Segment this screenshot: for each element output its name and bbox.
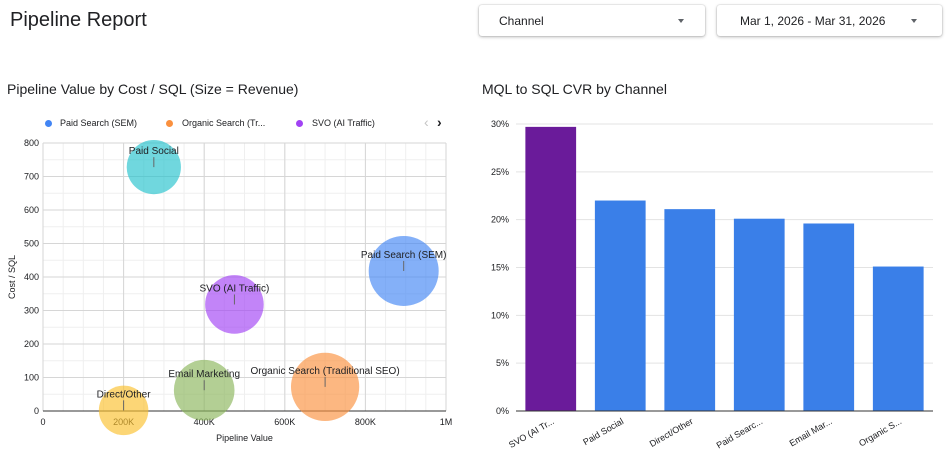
legend-dot bbox=[45, 120, 52, 127]
y-tick-label: 5% bbox=[496, 358, 509, 368]
y-tick-label: 15% bbox=[491, 263, 509, 273]
legend-label: Organic Search (Tr... bbox=[182, 118, 266, 128]
x-tick-label: 800K bbox=[355, 417, 376, 427]
x-tick-label: SVO (AI Tr... bbox=[507, 416, 556, 450]
bar bbox=[733, 218, 785, 411]
x-axis-title: Pipeline Value bbox=[216, 433, 273, 443]
y-tick-label: 100 bbox=[24, 373, 39, 383]
y-tick-label: 700 bbox=[24, 172, 39, 182]
page-title: Pipeline Report bbox=[10, 9, 147, 31]
x-tick-label: Organic S... bbox=[857, 416, 903, 448]
x-tick-label: 0 bbox=[40, 417, 45, 427]
chevron-down-icon bbox=[911, 19, 917, 23]
x-tick-label: Direct/Other bbox=[648, 416, 695, 449]
bubble-label: Email Marketing bbox=[168, 369, 240, 380]
y-tick-label: 20% bbox=[491, 215, 509, 225]
bar bbox=[525, 126, 577, 412]
chevron-down-icon bbox=[678, 19, 684, 23]
x-tick-label: Paid Social bbox=[581, 416, 625, 447]
y-axis-title: Cost / SQL bbox=[7, 255, 17, 299]
legend-prev-icon[interactable]: ‹ bbox=[424, 114, 429, 130]
x-tick-label: 600K bbox=[274, 417, 295, 427]
x-tick-label: 400K bbox=[194, 417, 215, 427]
bar-chart-title: MQL to SQL CVR by Channel bbox=[482, 81, 667, 97]
bar bbox=[664, 209, 716, 411]
x-tick-label: 1M bbox=[440, 417, 453, 427]
channel-filter-dropdown[interactable]: Channel bbox=[479, 5, 705, 36]
bar bbox=[872, 266, 924, 411]
x-tick-label: Email Mar... bbox=[788, 416, 834, 448]
scatter-chart: 0200K400K600K800K1M010020030040050060070… bbox=[7, 138, 453, 443]
channel-filter-label: Channel bbox=[499, 14, 544, 28]
bubble-label: Direct/Other bbox=[97, 389, 152, 400]
bubble-label: Paid Search (SEM) bbox=[361, 250, 447, 261]
bubble-label: Organic Search (Traditional SEO) bbox=[251, 366, 400, 377]
x-tick-label: Paid Searc... bbox=[715, 416, 765, 450]
date-range-label: Mar 1, 2026 - Mar 31, 2026 bbox=[740, 14, 886, 28]
scatter-chart-title: Pipeline Value by Cost / SQL (Size = Rev… bbox=[7, 81, 299, 97]
bar bbox=[803, 223, 855, 411]
bubble-label: Paid Social bbox=[129, 146, 179, 157]
y-tick-label: 300 bbox=[24, 306, 39, 316]
y-tick-label: 600 bbox=[24, 205, 39, 215]
bar bbox=[594, 200, 646, 411]
y-tick-label: 200 bbox=[24, 339, 39, 349]
date-range-dropdown[interactable]: Mar 1, 2026 - Mar 31, 2026 bbox=[717, 5, 942, 36]
y-tick-label: 30% bbox=[491, 119, 509, 129]
bubble-label: SVO (AI Traffic) bbox=[200, 283, 270, 294]
legend-next-icon[interactable]: › bbox=[437, 114, 442, 130]
y-tick-label: 400 bbox=[24, 272, 39, 282]
legend-label: SVO (AI Traffic) bbox=[312, 118, 375, 128]
y-tick-label: 800 bbox=[24, 138, 39, 148]
legend-dot bbox=[166, 120, 173, 127]
y-tick-label: 0% bbox=[496, 406, 509, 416]
y-tick-label: 500 bbox=[24, 239, 39, 249]
legend-dot bbox=[296, 120, 303, 127]
y-tick-label: 0 bbox=[34, 406, 39, 416]
y-tick-label: 10% bbox=[491, 310, 509, 320]
y-tick-label: 25% bbox=[491, 167, 509, 177]
legend-label: Paid Search (SEM) bbox=[60, 118, 138, 128]
